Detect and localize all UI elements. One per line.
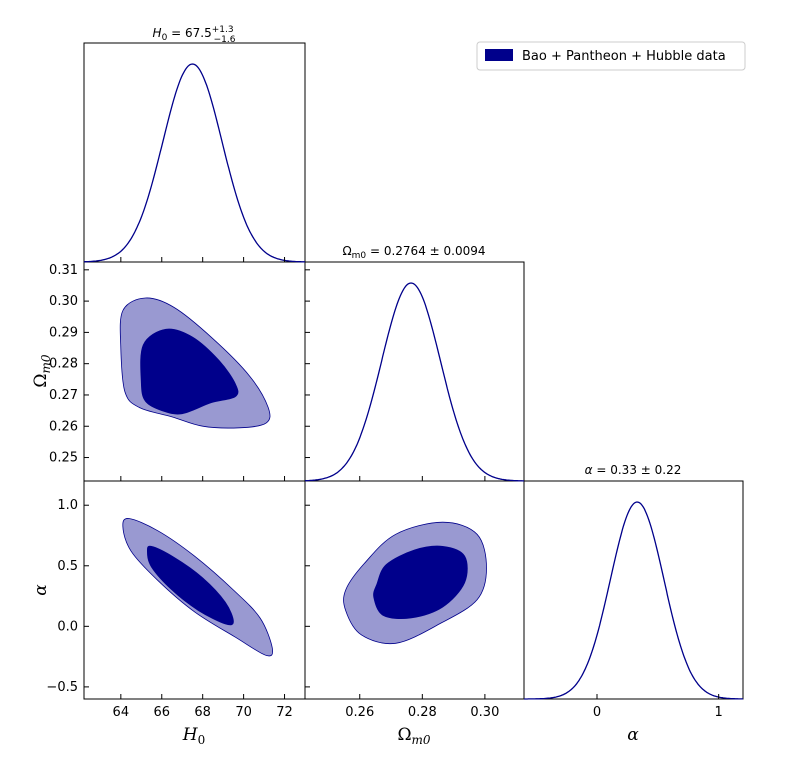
ytick-label: 0.31 — [49, 263, 78, 278]
contour-H0_Om-inner — [140, 328, 239, 415]
xtick-label: 0.30 — [470, 705, 499, 720]
marginal-curve-H0 — [83, 63, 306, 263]
xtick-label: 0.26 — [345, 705, 374, 720]
ytick-label: 0.5 — [57, 559, 78, 574]
xlabel-Om: Ωm0 — [397, 725, 430, 747]
contour-H0_alpha-inner — [146, 545, 234, 626]
chart-marks — [83, 63, 743, 700]
xtick-label: 70 — [235, 705, 252, 720]
ytick-label: 0.30 — [49, 294, 78, 309]
xtick-label: 64 — [113, 705, 130, 720]
panel-alpha-marginal — [523, 480, 744, 700]
ylabel-Om: Ωm0 — [31, 354, 53, 387]
ytick-label: 1.0 — [57, 498, 78, 513]
legend-label: Bao + Pantheon + Hubble data — [522, 49, 726, 64]
ylabel-alpha: α — [31, 584, 51, 596]
panel-H0-marginal — [83, 42, 306, 263]
title-H0: H0 = 67.5+1.3 −1.6 — [153, 25, 236, 45]
xtick-label: 0 — [593, 705, 601, 720]
title-alpha: α = 0.33 ± 0.22 — [585, 463, 682, 477]
title-Om: Ωm0 = 0.2764 ± 0.0094 — [342, 244, 485, 261]
ytick-label: 0.29 — [49, 325, 78, 340]
ytick-label: 0.28 — [49, 357, 78, 372]
xtick-label: 66 — [153, 705, 170, 720]
xtick-label: 72 — [276, 705, 293, 720]
panel-Om-marginal — [304, 261, 525, 482]
xtick-label: 1 — [715, 705, 723, 720]
ytick-label: −0.5 — [46, 680, 78, 695]
ytick-label: 0.26 — [49, 419, 78, 434]
axis-ticks: 64 66 68 70 72 0.26 0.28 0.30 0 1 0.25 0.26 0.27 0.28… — [46, 257, 723, 720]
xtick-label: 0.28 — [408, 705, 437, 720]
marginal-curve-alpha — [524, 501, 743, 700]
legend: Bao + Pantheon + Hubble data — [476, 41, 746, 71]
marginal-curve-Om — [305, 282, 524, 482]
ytick-label: 0.27 — [49, 388, 78, 403]
contour-Om_alpha-inner — [373, 545, 468, 620]
ytick-label: 0.0 — [57, 619, 78, 634]
ytick-label: 0.25 — [49, 451, 78, 466]
xlabel-H0: H0 — [182, 725, 205, 747]
xtick-label: 68 — [194, 705, 211, 720]
legend-swatch — [485, 49, 513, 61]
xlabel-alpha: α — [627, 725, 639, 745]
